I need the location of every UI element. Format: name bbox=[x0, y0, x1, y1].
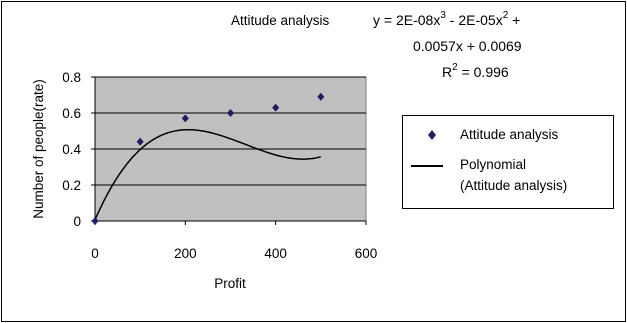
legend-symbols bbox=[411, 130, 443, 167]
y-tick-label: 0.2 bbox=[62, 178, 81, 193]
r-squared-value: = 0.996 bbox=[461, 64, 509, 80]
r-squared-exponent: 2 bbox=[452, 62, 458, 73]
legend: Attitude analysis Polynomial (Attitude a… bbox=[402, 115, 614, 209]
data-point bbox=[91, 217, 99, 225]
chart-title: Attitude analysis bbox=[231, 13, 330, 28]
y-axis-title: Number of people(rate) bbox=[31, 79, 46, 219]
r-squared: R2 = 0.996 bbox=[442, 62, 509, 80]
legend-label-fit-line2: (Attitude analysis) bbox=[460, 178, 568, 193]
y-tick-label: 0.8 bbox=[62, 70, 81, 85]
y-tick-label: 0.6 bbox=[62, 106, 81, 121]
legend-label-series: Attitude analysis bbox=[460, 127, 559, 142]
x-tick-label: 200 bbox=[174, 246, 197, 261]
tick-layer: 0 0.2 0.4 0.6 0.8 0 200 400 600 bbox=[62, 70, 377, 261]
point-layer bbox=[91, 92, 325, 225]
legend-label-fit-line1: Polynomial bbox=[460, 157, 527, 172]
data-point bbox=[272, 103, 280, 112]
y-tick-label: 0 bbox=[73, 214, 81, 229]
y-tick-label: 0.4 bbox=[62, 142, 81, 157]
x-tick-label: 600 bbox=[355, 246, 378, 261]
legend-diamond-icon bbox=[428, 130, 436, 140]
data-point bbox=[136, 137, 144, 146]
equation-exponent-2: 2 bbox=[502, 10, 509, 21]
r-squared-symbol: R bbox=[442, 64, 453, 80]
data-point bbox=[317, 92, 325, 101]
equation-term-1: y = 2E-08x bbox=[373, 12, 441, 28]
x-tick-label: 0 bbox=[91, 246, 99, 261]
x-axis-title: Profit bbox=[214, 276, 246, 291]
x-tick-label: 400 bbox=[264, 246, 287, 261]
equation-term-2: - 2E-05x bbox=[449, 12, 503, 28]
equation-exponent-3: 3 bbox=[440, 10, 446, 21]
data-point bbox=[227, 109, 234, 117]
equation-line-2: 0.0057x + 0.0069 bbox=[413, 38, 522, 54]
equation-plus: + bbox=[512, 12, 521, 28]
data-point bbox=[181, 114, 189, 123]
equation-line-1: y = 2E-08x3 - 2E-05x2 + bbox=[373, 10, 521, 28]
polynomial-fit-line bbox=[94, 128, 321, 221]
